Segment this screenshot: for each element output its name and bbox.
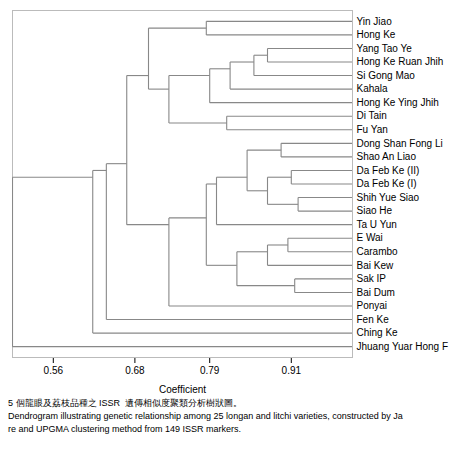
svg-text:0.68: 0.68 [125,365,145,376]
svg-text:Dong Shan Fong Li: Dong Shan Fong Li [357,138,443,149]
svg-text:Hong Ke Ying Jhih: Hong Ke Ying Jhih [357,97,439,108]
svg-text:Yin Jiao: Yin Jiao [357,16,393,27]
svg-text:Fen Ke: Fen Ke [357,314,390,325]
svg-text:Kahala: Kahala [357,83,389,94]
svg-text:E Wai: E Wai [357,232,383,243]
svg-text:Sak IP: Sak IP [357,273,387,284]
svg-text:Da Feb Ke (I): Da Feb Ke (I) [357,178,417,189]
svg-text:Shao An Liao: Shao An Liao [357,151,417,162]
svg-text:Ponyai: Ponyai [357,300,388,311]
svg-text:0.79: 0.79 [200,365,220,376]
svg-text:Coefficient: Coefficient [159,384,206,395]
svg-text:Fu Yan: Fu Yan [357,124,388,135]
svg-text:0.91: 0.91 [282,365,302,376]
svg-text:Di Tain: Di Tain [357,110,387,121]
svg-text:Ta U Yun: Ta U Yun [357,219,397,230]
svg-text:Ching Ke: Ching Ke [357,327,399,338]
svg-text:Siao He: Siao He [357,205,393,216]
svg-text:Bai Kew: Bai Kew [357,260,394,271]
svg-text:Da Feb Ke (II): Da Feb Ke (II) [357,165,420,176]
svg-text:Hong Ke Ruan Jhih: Hong Ke Ruan Jhih [357,56,444,67]
svg-text:Carambo: Carambo [357,246,399,257]
html-text:Dendrogram illustrating geneti: Dendrogram illustrating genetic relation… [8,411,403,421]
html-text:re and UPGMA clustering method: re and UPGMA clustering method from 149 … [8,424,242,434]
svg-text:0.56: 0.56 [44,365,64,376]
svg-text:Yang Tao Ye: Yang Tao Ye [357,43,413,54]
svg-text:Bai Dum: Bai Dum [357,287,395,298]
html-text:5 個龍眼及荔枝品種之 ISSR 遺傳相似度聚類分析樹狀圖。: 5 個龍眼及荔枝品種之 ISSR 遺傳相似度聚類分析樹狀圖。 [8,398,242,408]
svg-text:Jhuang Yuar Hong F: Jhuang Yuar Hong F [357,341,449,352]
svg-text:Si Gong Mao: Si Gong Mao [357,70,416,81]
svg-text:Shih Yue Siao: Shih Yue Siao [357,192,420,203]
svg-text:Hong Ke: Hong Ke [357,29,396,40]
